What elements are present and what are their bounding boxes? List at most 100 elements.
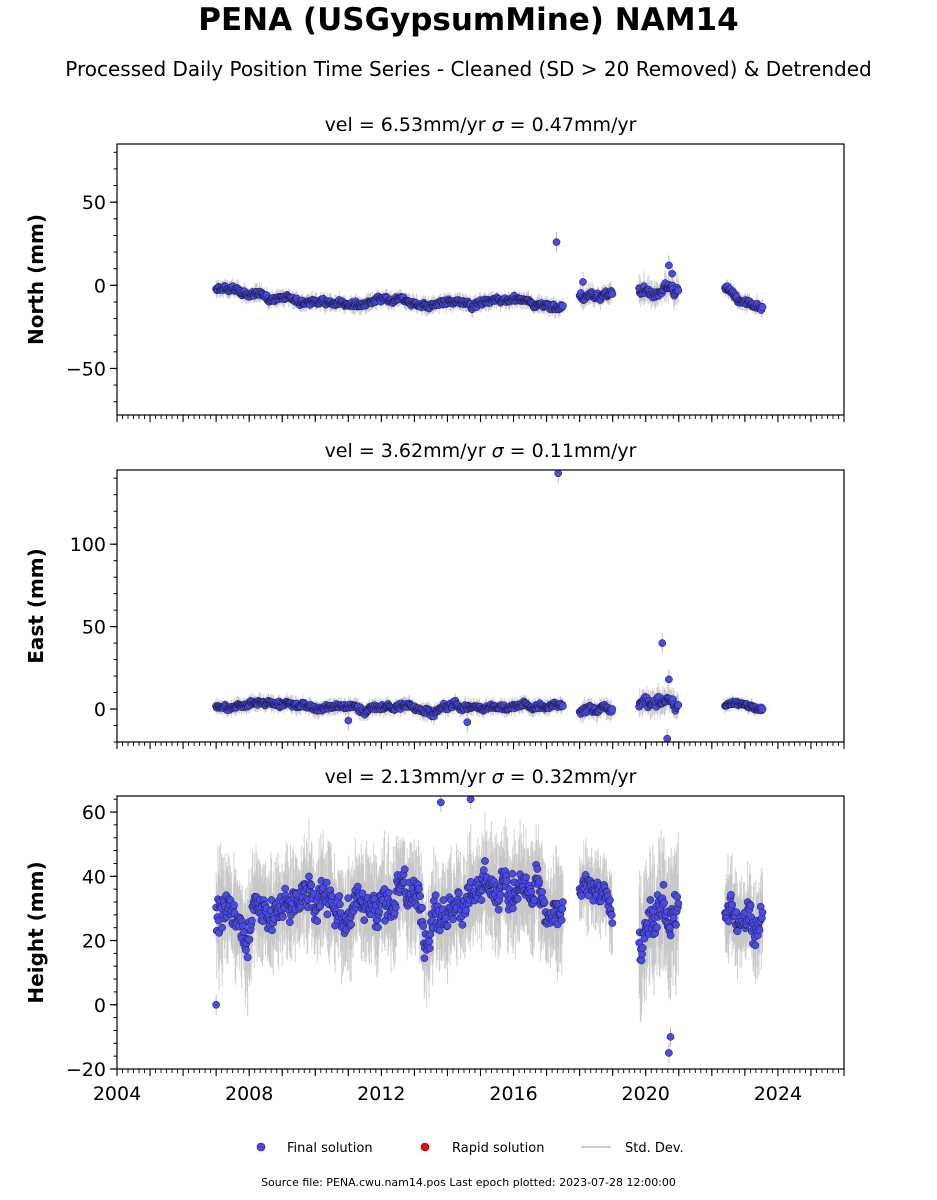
data-point — [724, 917, 733, 926]
data-point — [316, 902, 325, 910]
data-point — [513, 894, 522, 903]
data-point — [353, 882, 362, 891]
panel-title-north: vel = 6.53mm/yr σ = 0.47mm/yr — [325, 114, 637, 136]
outlier-point — [579, 278, 587, 286]
outlier-point — [463, 718, 472, 727]
data-point — [347, 920, 356, 929]
outlier-point — [344, 716, 353, 725]
data-point — [243, 953, 252, 962]
data-point — [538, 888, 546, 896]
data-point — [479, 866, 488, 874]
data-point — [374, 923, 382, 932]
outlier-point — [665, 675, 673, 684]
final-solution-points-north — [212, 238, 767, 314]
data-point — [606, 896, 614, 905]
data-point — [481, 857, 489, 865]
plot-area-north — [212, 232, 767, 319]
data-point — [425, 937, 433, 946]
data-point — [496, 890, 505, 899]
panel-height: vel = 2.13mm/yr σ = 0.32mm/yr−2002040602… — [24, 766, 845, 1105]
data-point — [732, 908, 741, 917]
data-point — [522, 873, 530, 882]
data-point — [494, 905, 503, 914]
data-point — [391, 903, 400, 912]
data-point — [758, 705, 767, 713]
data-point — [358, 889, 367, 898]
data-point — [727, 890, 735, 899]
data-point — [557, 916, 566, 924]
data-point — [431, 891, 440, 900]
data-point — [462, 906, 470, 915]
outlier-point — [665, 261, 673, 270]
data-point — [286, 918, 294, 926]
outlier-point — [658, 639, 667, 647]
data-point — [400, 865, 409, 874]
data-point — [419, 922, 427, 931]
data-point — [454, 889, 463, 898]
panel-title-height: vel = 2.13mm/yr σ = 0.32mm/yr — [325, 766, 637, 788]
y-tick-label: 0 — [94, 699, 106, 721]
final-solution-points-height — [212, 796, 767, 1057]
y-axis-label-east: East (mm) — [24, 548, 48, 664]
data-point — [443, 921, 452, 930]
y-axis-label-north: North (mm) — [24, 214, 48, 345]
data-point — [608, 919, 617, 927]
data-point — [674, 286, 683, 295]
data-point — [477, 896, 486, 904]
data-point — [281, 884, 289, 893]
final-solution-points-east — [212, 470, 767, 742]
data-point — [640, 934, 649, 943]
data-point — [673, 893, 682, 901]
data-point — [416, 892, 425, 900]
data-point — [533, 865, 542, 873]
data-point — [218, 923, 226, 932]
data-point — [230, 901, 238, 909]
y-tick-label: −50 — [66, 358, 106, 380]
data-point — [323, 910, 332, 919]
data-point — [638, 950, 646, 959]
data-point — [344, 894, 353, 902]
y-tick-label: 50 — [82, 192, 106, 214]
data-point — [607, 911, 616, 919]
data-point — [425, 944, 434, 953]
data-point — [420, 954, 429, 963]
data-point — [360, 916, 369, 925]
data-point — [638, 943, 647, 952]
panel-east: vel = 3.62mm/yr σ = 0.11mm/yr 0 50 100 East … — [24, 440, 845, 749]
data-point — [415, 885, 423, 893]
data-point — [508, 869, 517, 878]
data-point — [559, 301, 567, 310]
data-point — [733, 927, 742, 936]
data-point — [660, 898, 668, 907]
data-point — [278, 913, 287, 921]
data-point — [672, 920, 680, 929]
data-point — [527, 888, 536, 896]
std-dev-bars-height — [215, 796, 764, 1063]
data-point — [608, 290, 617, 298]
data-point — [375, 907, 383, 916]
figure-title: PENA (USGypsumMine) NAM14 — [198, 2, 739, 38]
data-point — [305, 872, 313, 881]
data-point — [458, 921, 467, 929]
data-point — [418, 903, 426, 912]
panel-north: vel = 6.53mm/yr σ = 0.47mm/yr −50 0 50 North… — [24, 114, 845, 422]
data-point — [608, 705, 617, 713]
data-point — [449, 915, 457, 924]
data-point — [728, 900, 737, 909]
data-point — [535, 878, 543, 886]
panel-title-east: vel = 3.62mm/yr σ = 0.11mm/yr — [325, 440, 637, 462]
data-point — [674, 899, 683, 908]
y-tick-label: 0 — [94, 275, 106, 297]
data-point — [313, 917, 322, 926]
data-point — [247, 916, 256, 925]
outlier-point — [668, 269, 677, 278]
plot-area-east — [212, 470, 767, 742]
outlier-point — [554, 470, 563, 478]
panel-frame-north — [116, 143, 845, 416]
plot-area-height — [212, 796, 767, 1063]
data-point — [637, 956, 646, 965]
data-point — [384, 888, 393, 897]
data-point — [559, 702, 567, 710]
figure-subtitle: Processed Daily Position Time Series - C… — [65, 57, 872, 81]
